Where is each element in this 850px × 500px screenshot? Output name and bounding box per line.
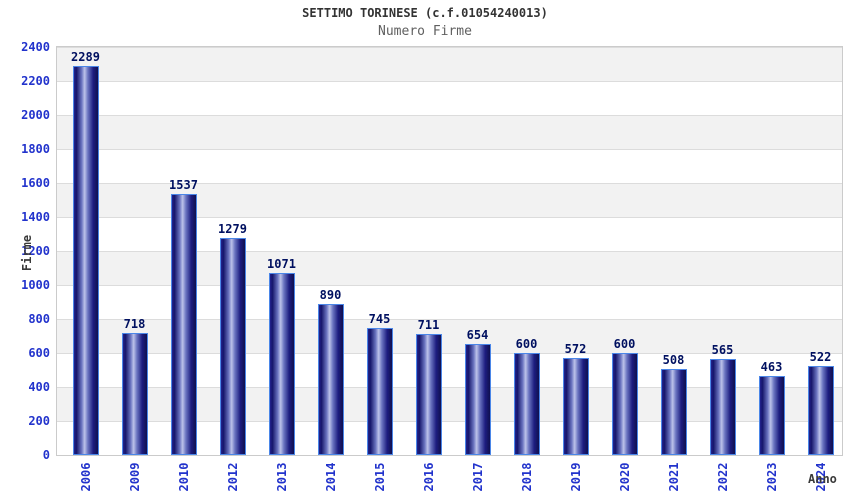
bar-2012 bbox=[219, 238, 246, 455]
bar-value-label-2023: 463 bbox=[760, 360, 783, 374]
plot-area: 2289 718 1537 1279 1071 890 745 711 654 600 572 600… bbox=[56, 46, 843, 456]
bar-2006 bbox=[72, 66, 99, 455]
x-tick-label-2020: 2020 bbox=[617, 462, 632, 492]
bar-value-label-2009: 718 bbox=[123, 317, 146, 331]
x-tick-label-2015: 2015 bbox=[372, 462, 387, 492]
bar-2009 bbox=[121, 333, 148, 455]
bar-2024 bbox=[807, 366, 834, 455]
bar-value-label-2018: 600 bbox=[515, 337, 538, 351]
y-tick-label-1200: 1200 bbox=[21, 244, 50, 258]
bar-value-label-2012: 1279 bbox=[218, 222, 247, 236]
y-tick-label-800: 800 bbox=[28, 312, 50, 326]
bar-2018 bbox=[513, 353, 540, 455]
y-tick-label-2400: 2400 bbox=[21, 40, 50, 54]
bar-value-label-2015: 745 bbox=[368, 312, 391, 326]
y-tick-label-1800: 1800 bbox=[21, 142, 50, 156]
x-tick-label-2010: 2010 bbox=[176, 462, 191, 492]
y-tick-label-400: 400 bbox=[28, 380, 50, 394]
x-tick-label-2014: 2014 bbox=[323, 462, 338, 492]
bar-value-label-2020: 600 bbox=[613, 337, 636, 351]
x-tick-label-2021: 2021 bbox=[666, 462, 681, 492]
bar-2022 bbox=[709, 359, 736, 455]
x-tick-label-2006: 2006 bbox=[78, 462, 93, 492]
y-tick-label-0: 0 bbox=[42, 448, 50, 462]
bar-2013 bbox=[268, 273, 295, 455]
y-tick-label-1400: 1400 bbox=[21, 210, 50, 224]
x-axis-title: Anno bbox=[808, 472, 837, 486]
y-tick-label-2200: 2200 bbox=[21, 74, 50, 88]
bar-value-label-2024: 522 bbox=[809, 350, 832, 364]
chart-subtitle: Numero Firme bbox=[378, 24, 472, 39]
x-tick-label-2017: 2017 bbox=[470, 462, 485, 492]
y-tick-label-1000: 1000 bbox=[21, 278, 50, 292]
x-tick-label-2022: 2022 bbox=[715, 462, 730, 492]
bar-2010 bbox=[170, 194, 197, 455]
bar-2020 bbox=[611, 353, 638, 455]
bar-value-label-2021: 508 bbox=[662, 353, 685, 367]
y-axis-title: Firme bbox=[20, 234, 34, 272]
y-tick-label-1600: 1600 bbox=[21, 176, 50, 190]
x-tick-label-2016: 2016 bbox=[421, 462, 436, 492]
x-tick-label-2018: 2018 bbox=[519, 462, 534, 492]
bar-2014 bbox=[317, 304, 344, 455]
x-tick-label-2023: 2023 bbox=[764, 462, 779, 492]
bar-value-label-2022: 565 bbox=[711, 343, 734, 357]
bar-2017 bbox=[464, 344, 491, 455]
bar-value-label-2013: 1071 bbox=[267, 257, 296, 271]
bar-value-label-2017: 654 bbox=[466, 328, 489, 342]
bar-2016 bbox=[415, 334, 442, 455]
bar-value-label-2010: 1537 bbox=[169, 178, 198, 192]
bar-2021 bbox=[660, 369, 687, 455]
bar-2019 bbox=[562, 358, 589, 455]
x-tick-label-2009: 2009 bbox=[127, 462, 142, 492]
x-tick-label-2012: 2012 bbox=[225, 462, 240, 492]
bar-value-label-2019: 572 bbox=[564, 342, 587, 356]
bar-value-label-2006: 2289 bbox=[71, 50, 100, 64]
bar-2015 bbox=[366, 328, 393, 455]
bar-value-label-2016: 711 bbox=[417, 318, 440, 332]
y-tick-label-200: 200 bbox=[28, 414, 50, 428]
chart-title: SETTIMO TORINESE (c.f.01054240013) bbox=[302, 6, 548, 20]
bar-value-label-2014: 890 bbox=[319, 288, 342, 302]
bar-2023 bbox=[758, 376, 785, 455]
y-tick-label-600: 600 bbox=[28, 346, 50, 360]
y-tick-label-2000: 2000 bbox=[21, 108, 50, 122]
x-tick-label-2013: 2013 bbox=[274, 462, 289, 492]
x-tick-label-2019: 2019 bbox=[568, 462, 583, 492]
